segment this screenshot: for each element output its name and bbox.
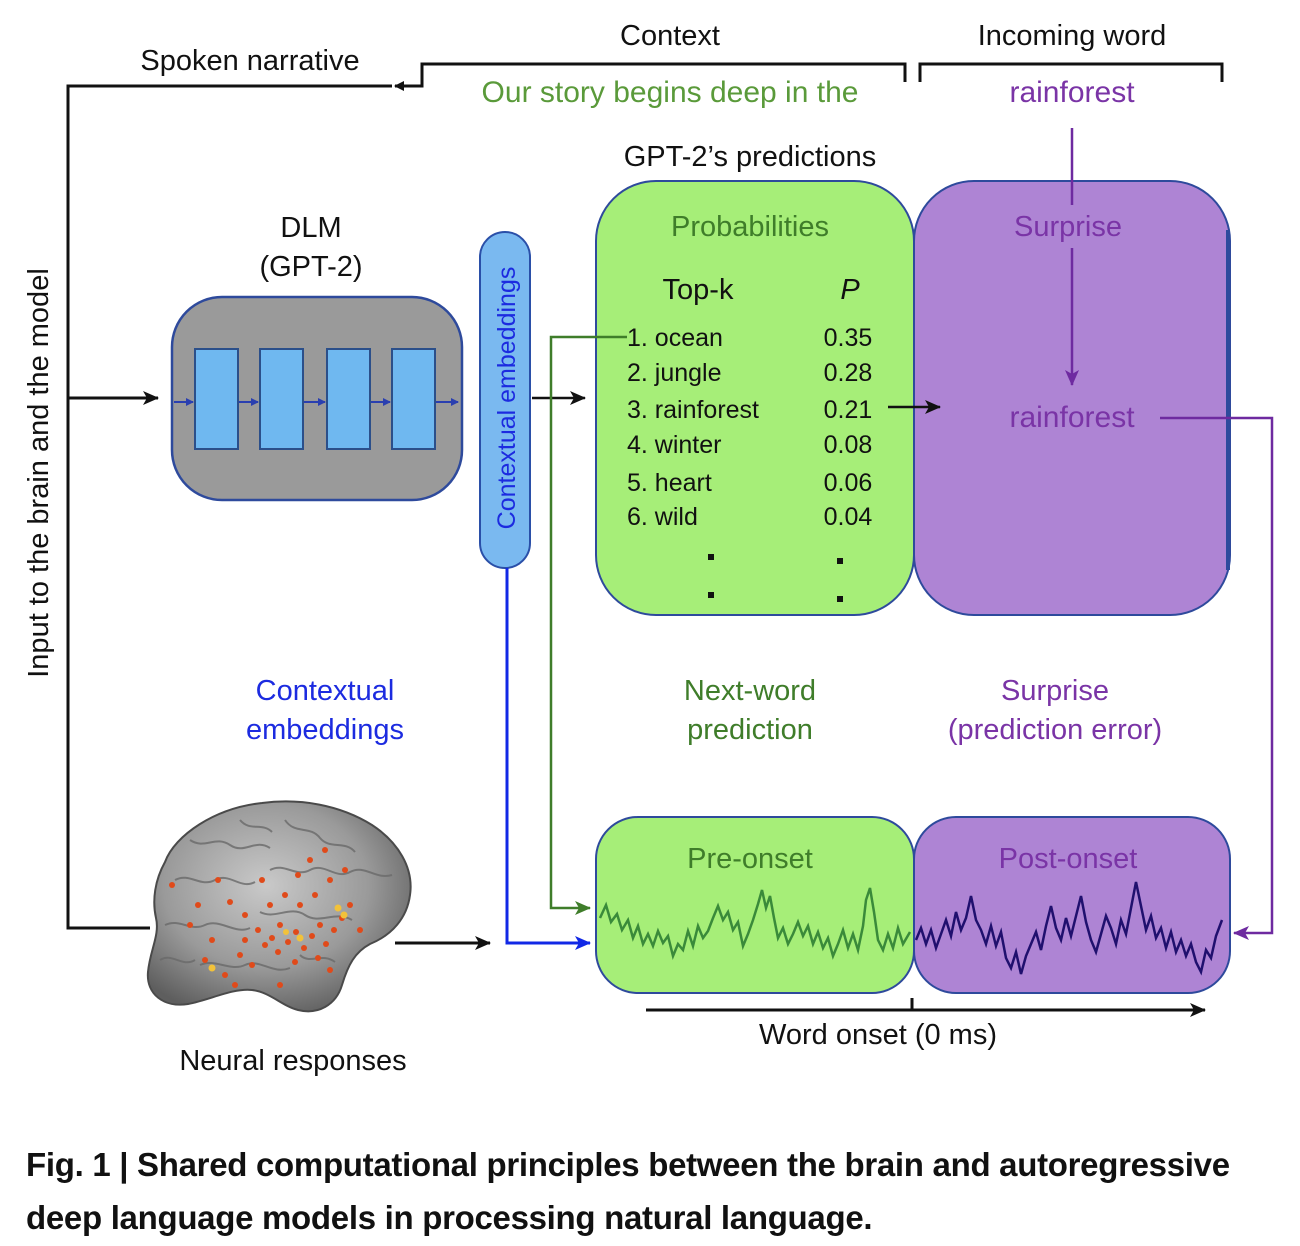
dlm-layers [194, 348, 436, 450]
prediction-row: 6. wild 0.04 [627, 503, 872, 531]
prediction-word: 6. wild [627, 503, 698, 531]
incoming-word-label: Incoming word [978, 20, 1167, 52]
figure-caption-text: Shared computational principles between … [26, 1146, 1230, 1236]
figure-caption: Fig. 1 | Shared computational principles… [26, 1138, 1276, 1244]
surprise-caption-2: (prediction error) [948, 714, 1162, 746]
input-axis-label: Input to the brain and the model [23, 268, 55, 678]
pre-onset-label: Pre-onset [687, 843, 813, 875]
dlm-layer-1 [194, 348, 239, 450]
prediction-probability: 0.04 [824, 503, 873, 531]
dlm-box [170, 295, 464, 502]
surprise-box [913, 180, 1231, 616]
probabilities-title: Probabilities [671, 211, 829, 243]
prediction-row: 3. rainforest 0.21 [627, 396, 872, 424]
pre-onset-signal [598, 887, 912, 960]
surprise-to-postonset-line [1160, 416, 1274, 940]
post-onset-label: Post-onset [999, 843, 1138, 875]
prediction-word: 3. rainforest [627, 396, 759, 424]
contextual-embeddings-vertical-label: Contextual embeddings [493, 267, 521, 530]
dlm-layer-3 [326, 348, 371, 450]
context-sentence: Our story begins deep in the [482, 76, 859, 109]
prediction-ellipsis [708, 554, 843, 602]
embeddings-to-preonset-line [505, 568, 591, 950]
prediction-probability: 0.21 [824, 396, 873, 424]
word-onset-label: Word onset (0 ms) [759, 1019, 997, 1051]
prediction-word: 2. jungle [627, 359, 722, 387]
surprise-box-edge [1226, 230, 1230, 570]
incoming-word-bracket [918, 62, 1224, 82]
prediction-probability: 0.06 [824, 469, 873, 497]
post-onset-signal [914, 881, 1224, 976]
prediction-word: 4. winter [627, 431, 721, 459]
prediction-probability: 0.08 [824, 431, 873, 459]
prediction-probability: 0.35 [824, 324, 873, 352]
input-spine-line [66, 84, 392, 930]
gpt2-predictions-label: GPT-2’s predictions [624, 141, 877, 173]
next-word-caption-2: prediction [687, 714, 813, 746]
prediction-list: 1. ocean 0.35 2. jungle 0.28 3. rainforest 0.… [627, 324, 872, 531]
spoken-narrative-label: Spoken narrative [140, 45, 359, 77]
contextual-embeddings-caption-2: embeddings [246, 714, 404, 746]
prediction-probability: 0.28 [824, 359, 873, 387]
surprise-caption-1: Surprise [1001, 675, 1109, 707]
contextual-embeddings-caption-1: Contextual [256, 675, 395, 707]
dlm-layer-2 [259, 348, 304, 450]
prediction-word: 1. ocean [627, 324, 723, 352]
neural-responses-label: Neural responses [179, 1045, 406, 1077]
next-word-caption-1: Next-word [684, 675, 816, 707]
prediction-row: 5. heart 0.06 [627, 469, 872, 497]
prediction-row: 4. winter 0.08 [627, 431, 872, 459]
context-label: Context [620, 20, 720, 52]
surprise-word: rainforest [1009, 401, 1135, 434]
topk-header: Top-k [663, 274, 734, 306]
contextual-embeddings-pill [479, 231, 531, 569]
context-bracket [420, 62, 907, 82]
dlm-subtitle: (GPT-2) [259, 251, 362, 283]
post-onset-box [913, 816, 1231, 994]
surprise-title: Surprise [1014, 211, 1122, 243]
diagram-canvas: Context Incoming word Our story begins d… [23, 20, 1274, 1077]
prediction-to-preonset-line [549, 335, 627, 915]
dlm-title: DLM [280, 212, 341, 244]
dlm-layer-4 [391, 348, 436, 450]
brain-illustration [146, 800, 412, 1013]
prediction-word: 5. heart [627, 469, 712, 497]
incoming-word-value: rainforest [1009, 76, 1135, 109]
prediction-row: 2. jungle 0.28 [627, 359, 872, 387]
narrative-connector-line [394, 81, 424, 91]
prediction-row: 1. ocean 0.35 [627, 324, 872, 352]
figure-caption-label: Fig. 1 | [26, 1146, 138, 1183]
p-header: P [840, 274, 860, 306]
